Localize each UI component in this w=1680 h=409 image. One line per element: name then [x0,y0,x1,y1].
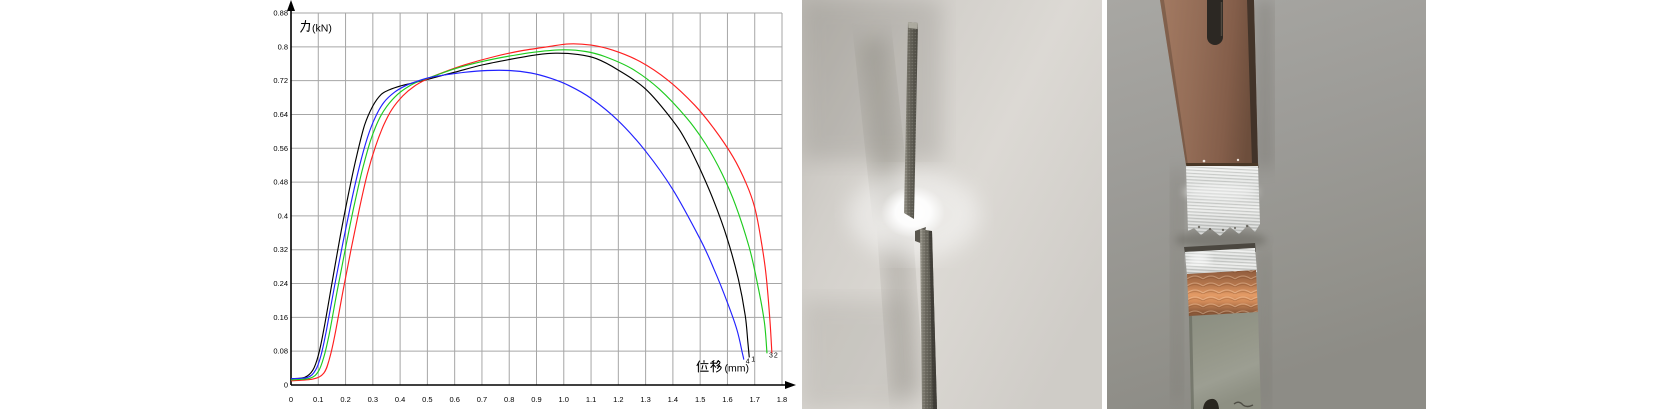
copper-bar [1160,0,1258,165]
chart-generated-layer: 0 0.1 0.2 0.3 0.4 0.5 0.6 0.7 0.8 0.9 1.0 1.1 1.2 1.3… [273,0,796,404]
y-tick-label: 0.16 [273,313,288,322]
x-tick-label: 1.3 [640,395,650,404]
bottom-scratch-mark [1233,401,1254,408]
shadow-lower-strip [880,237,922,397]
specimen-upper-fragment [904,22,918,219]
x-tick-label: 0 [289,395,293,404]
x-tick-label: 1.0 [559,395,569,404]
x-tick-label: 1.2 [613,395,623,404]
x-tick-label: 0.2 [340,395,350,404]
slot-hole [1207,0,1223,45]
hanzi-yi-glyph [710,359,722,373]
y-tick-label: 0.24 [273,279,288,288]
tick-labels: 0 0.1 0.2 0.3 0.4 0.5 0.6 0.7 0.8 0.9 1.0 1.1 1.2 1.3… [273,9,787,405]
bottom-dark-mark [1203,398,1219,409]
silver-reflection-spot [1187,253,1211,265]
shadow-upper-strip [857,36,907,212]
y-tick-label: 0.4 [278,211,288,220]
silver-edge-specks [1197,224,1249,232]
y-tick-label: 0.56 [273,144,288,153]
x-tick-label: 0.3 [368,395,378,404]
specimen-top-fragment [1160,0,1260,236]
curve-end-label-1: 1 [751,357,755,364]
curve-end-label-4: 4 [746,359,750,366]
curve-1 [290,52,750,380]
gridlines [290,12,783,386]
x-tick-label: 1.4 [668,395,678,404]
x-tick-label: 1.1 [586,395,596,404]
x-tick-label: 0.8 [504,395,514,404]
gray-block-left-edge [1189,316,1194,409]
x-axis-title: (mm) [696,359,750,375]
y-tick-label: 0.8 [278,42,288,51]
y-tick-label: 0.08 [273,347,288,356]
photo-front-svg [1107,0,1426,409]
specimen-bottom-fragment [1184,243,1261,409]
photo-side-svg [802,0,1102,409]
speck-dot [1202,159,1206,163]
x-tick-label: 1.6 [722,395,732,404]
y-tick-label: 0.48 [273,178,288,187]
hanzi-wei-glyph [696,360,709,373]
copper-bar-left-edge [1160,0,1188,165]
x-axis-unit: (mm) [725,363,750,375]
hanzi-li-glyph [300,19,311,33]
x-tick-label: 0.7 [477,395,487,404]
bottom-copper-band [1187,270,1258,318]
x-tick-label: 1.8 [777,395,787,404]
copper-bar-dark-edge [1247,0,1258,165]
shadow-right-of-top-bar [1257,0,1273,168]
shadow-right-of-bottom-piece [1259,250,1271,409]
x-axis-arrow [785,381,796,389]
y-axis-title: (kN) [300,19,332,35]
specimen-lower-fragment [915,227,937,409]
y-tick-label: 0.32 [273,245,288,254]
bottom-gray-block [1189,312,1261,409]
curve-end-label-2: 2 [774,352,778,359]
chart-svg: 0 0.1 0.2 0.3 0.4 0.5 0.6 0.7 0.8 0.9 1.0 1.1 1.2 1.3… [273,0,796,404]
force-displacement-chart: 0 0.1 0.2 0.3 0.4 0.5 0.6 0.7 0.8 0.9 1.0 1.1 1.2 1.3… [255,0,800,409]
upper-fragment-top-cap [908,22,918,29]
x-tick-label: 1.7 [750,395,760,404]
x-tick-label: 0.5 [422,395,432,404]
x-tick-label: 0.1 [313,395,323,404]
bottom-silver-band [1185,248,1257,276]
y-tick-label: 0.88 [273,9,288,18]
x-tick-label: 0.9 [531,395,541,404]
y-tick-label: 0 [284,381,288,390]
photo-specimen-front-view [1107,0,1426,409]
curve-4 [290,69,745,380]
shadow-left-of-pieces [1171,170,1183,400]
axes [287,0,796,389]
y-axis-unit: (kN) [312,23,332,35]
silver-bright-streak [1183,184,1259,200]
x-tick-label: 0.4 [395,395,405,404]
y-tick-label: 0.72 [273,76,288,85]
x-tick-label: 0.6 [449,395,459,404]
speck-dot [1236,158,1240,162]
curves: 1 23 4 [290,43,778,382]
photo-specimen-side-view [802,0,1102,409]
lower-fragment-dark-edge [929,231,937,409]
brazed-silver-end [1183,166,1260,236]
curve-2 [290,43,773,382]
x-tick-label: 1.5 [695,395,705,404]
y-tick-label: 0.64 [273,110,288,119]
curve-end-label-3: 3 [769,352,773,359]
curve-3 [290,49,768,381]
y-axis-arrow [287,0,295,11]
